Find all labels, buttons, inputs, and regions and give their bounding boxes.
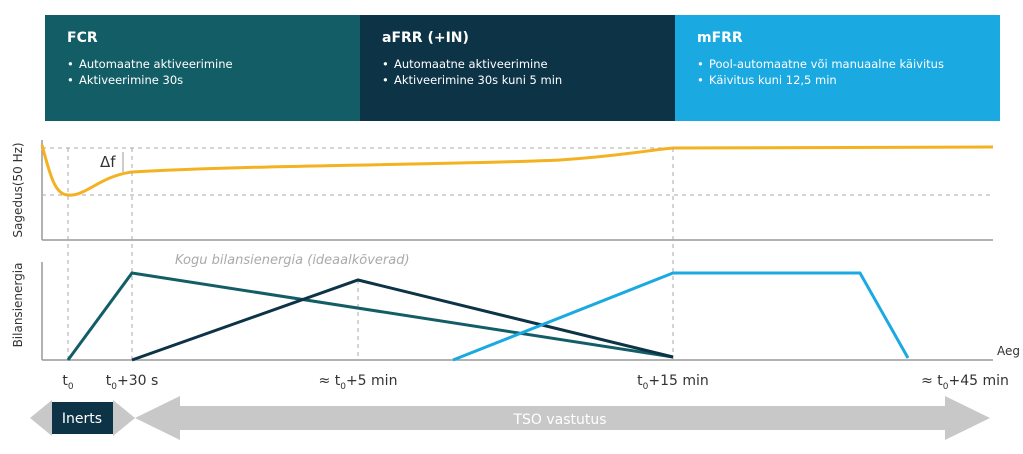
bullet-dot: •: [697, 57, 704, 71]
fcr-curve: [66, 271, 674, 361]
axis-label: Bilansienergia: [11, 263, 25, 348]
inertia-box: [52, 402, 113, 434]
afrr-box: [360, 15, 675, 121]
mfrr-curve: [452, 271, 910, 362]
time-label-part: +30 s: [117, 373, 158, 389]
time-label-part: 0: [943, 382, 949, 392]
afrr-curve: [131, 278, 674, 362]
box-title: aFRR (+IN): [382, 30, 469, 46]
tso-label: TSO vastutus: [512, 412, 606, 428]
tso-arrow: [135, 396, 990, 440]
inertia-label: Inerts: [62, 411, 102, 427]
time-label-part: 0: [340, 382, 346, 392]
time-label-part: ≈ t: [319, 373, 341, 389]
fcr-box: [45, 15, 360, 121]
time-label: t0: [62, 373, 74, 392]
box-title: mFRR: [697, 30, 743, 46]
inertia-arrow: [113, 400, 135, 436]
time-label-part: 0: [68, 382, 74, 392]
bullet-dot: •: [382, 57, 389, 71]
bullet: Pool-automaatne või manuaalne käivitus: [709, 57, 944, 71]
time-label-part: t: [637, 373, 643, 389]
delta-label: Δf: [100, 153, 116, 171]
time-label-part: +5 min: [346, 373, 398, 389]
time-label-part: +15 min: [648, 373, 708, 389]
bullet: Aktiveerimine 30s kuni 5 min: [394, 73, 562, 87]
bullet: Automaatne aktiveerimine: [79, 57, 233, 71]
time-label: ≈ t0+45 min: [921, 373, 1009, 392]
bullet: Automaatne aktiveerimine: [394, 57, 548, 71]
inertia-arrow: [30, 400, 52, 436]
time-label: t0+15 min: [637, 373, 709, 392]
bullet-dot: •: [67, 57, 74, 71]
bullet-dot: •: [67, 73, 74, 87]
note: Kogu bilansienergia (ideaalkõverad): [175, 253, 410, 268]
bullet-dot: •: [382, 73, 389, 87]
frequency-curve: [40, 144, 994, 197]
bullet-dot: •: [697, 73, 704, 87]
time-label-part: t: [62, 373, 68, 389]
bullet: Käivitus kuni 12,5 min: [709, 73, 837, 87]
time-label-part: 0: [111, 382, 117, 392]
axis-label: Sagedus(50 Hz): [11, 142, 25, 237]
time-label: t0+30 s: [106, 373, 159, 392]
time-label-part: +45 min: [949, 373, 1009, 389]
time-label-part: 0: [643, 382, 649, 392]
time-label-part: ≈ t: [921, 373, 943, 389]
box-title: FCR: [67, 30, 98, 46]
x-axis-label: Aeg: [997, 344, 1020, 358]
bullet: Aktiveerimine 30s: [79, 73, 183, 87]
time-label-part: t: [106, 373, 112, 389]
mfrr-box: [675, 15, 1000, 121]
time-label: ≈ t0+5 min: [319, 373, 398, 392]
